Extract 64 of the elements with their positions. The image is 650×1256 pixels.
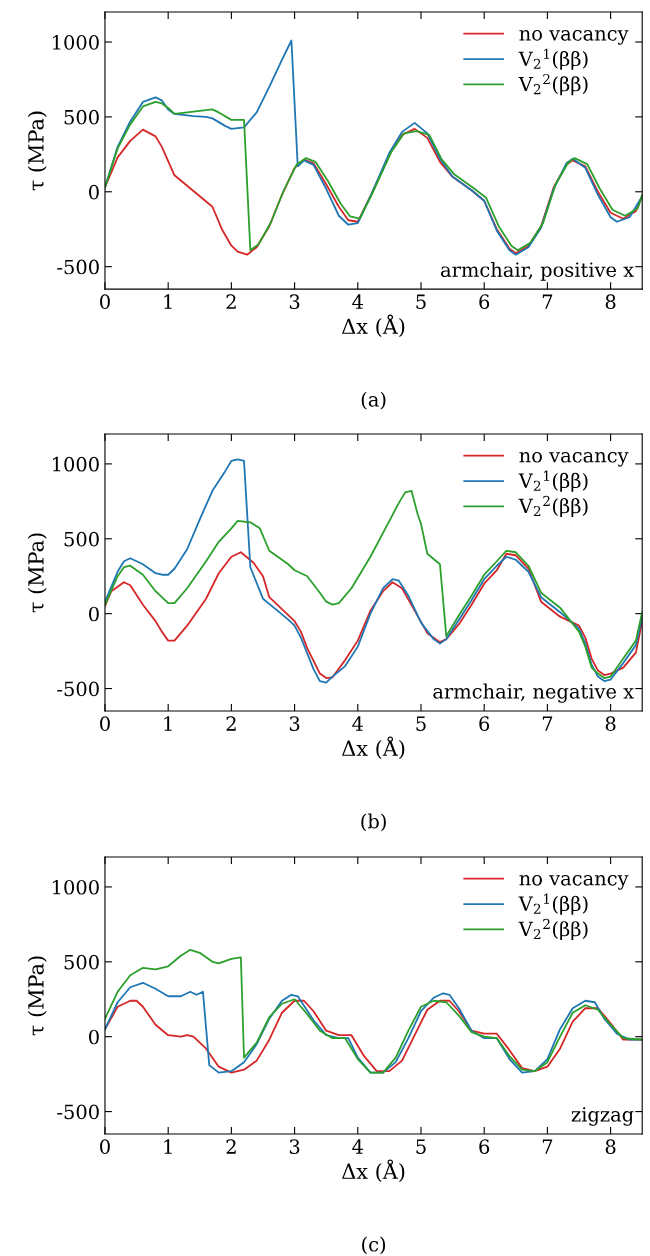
x-tick-label: 8: [605, 1139, 616, 1154]
y-tick-label: 500: [64, 954, 99, 970]
x-tick-label: 6: [479, 294, 490, 310]
legend-label: V$_{2}$$^{2}$(ββ): [518, 73, 588, 96]
legend-label: V$_{2}$$^{1}$(ββ): [518, 48, 588, 70]
x-tick-label: 7: [542, 294, 553, 309]
x-tick-label: 0: [100, 1139, 110, 1154]
x-tick-label: 4: [352, 716, 363, 731]
x-tick-label: 4: [352, 294, 363, 309]
x-tick-label: 3: [289, 1139, 300, 1154]
x-tick-label: 7: [542, 716, 553, 731]
text: (b): [361, 813, 386, 832]
x-tick-label: 2: [226, 294, 236, 309]
line-series: [104, 551, 643, 679]
text: (c): [362, 1236, 386, 1255]
text: (a): [361, 391, 386, 410]
y-tick-label: 1000: [53, 879, 99, 895]
legend-label: no vacancy: [519, 30, 629, 45]
y-axis-title: τ (MPa): [27, 956, 47, 1036]
y-tick-label: -500: [57, 259, 99, 275]
x-tick-label: 7: [542, 1139, 553, 1154]
y-tick-label: -500: [57, 681, 99, 697]
legend-label: V$_{2}$$^{2}$(ββ): [518, 495, 588, 518]
legend-label: V$_{2}$$^{2}$(ββ): [518, 918, 588, 941]
legend-label: V$_{2}$$^{1}$(ββ): [518, 893, 588, 915]
y-tick-label: 1000: [53, 34, 99, 50]
x-tick-label: 4: [352, 1139, 363, 1154]
y-axis-title: τ (MPa): [27, 111, 47, 191]
x-tick-label: 2: [226, 716, 236, 731]
x-tick-label: 5: [416, 1139, 426, 1154]
legend-label: V$_{2}$$^{1}$(ββ): [518, 470, 588, 492]
legend-label: no vacancy: [519, 874, 629, 890]
x-tick-label: 0: [100, 294, 110, 310]
y-tick-label: 500: [64, 109, 99, 125]
x-tick-label: 5: [416, 294, 426, 310]
x-axis-title: Δx (Å): [342, 736, 405, 759]
line-series: [104, 948, 643, 1074]
y-tick-label: -500: [57, 1104, 99, 1120]
y-tick-label: 0: [89, 184, 99, 200]
line-series: [104, 101, 643, 252]
y-tick-label: 500: [64, 531, 99, 547]
annotation: armchair, positive x: [441, 262, 634, 281]
x-tick-label: 3: [289, 294, 300, 310]
x-axis-title: Δx (Å): [342, 314, 405, 338]
x-tick-label: 1: [164, 294, 172, 309]
x-tick-label: 6: [479, 1139, 490, 1154]
x-tick-label: 1: [164, 1139, 172, 1154]
legend-label: no vacancy: [519, 451, 629, 467]
x-tick-label: 1: [164, 716, 172, 731]
annotation: zigzag: [571, 1107, 634, 1126]
x-tick-label: 2: [226, 1139, 236, 1154]
x-tick-label: 0: [100, 716, 110, 731]
x-axis-title: Δx (Å): [342, 1159, 405, 1182]
x-tick-label: 6: [479, 716, 490, 731]
y-tick-label: 0: [89, 1029, 99, 1045]
y-tick-label: 1000: [53, 456, 99, 472]
x-tick-label: 8: [605, 294, 616, 310]
annotation: armchair, negative x: [433, 683, 634, 703]
y-axis-title: τ (MPa): [27, 533, 47, 613]
y-tick-label: 0: [89, 606, 99, 622]
x-tick-label: 3: [289, 716, 300, 731]
x-tick-label: 8: [605, 716, 616, 731]
line-series: [104, 981, 643, 1074]
x-tick-label: 5: [416, 716, 426, 731]
